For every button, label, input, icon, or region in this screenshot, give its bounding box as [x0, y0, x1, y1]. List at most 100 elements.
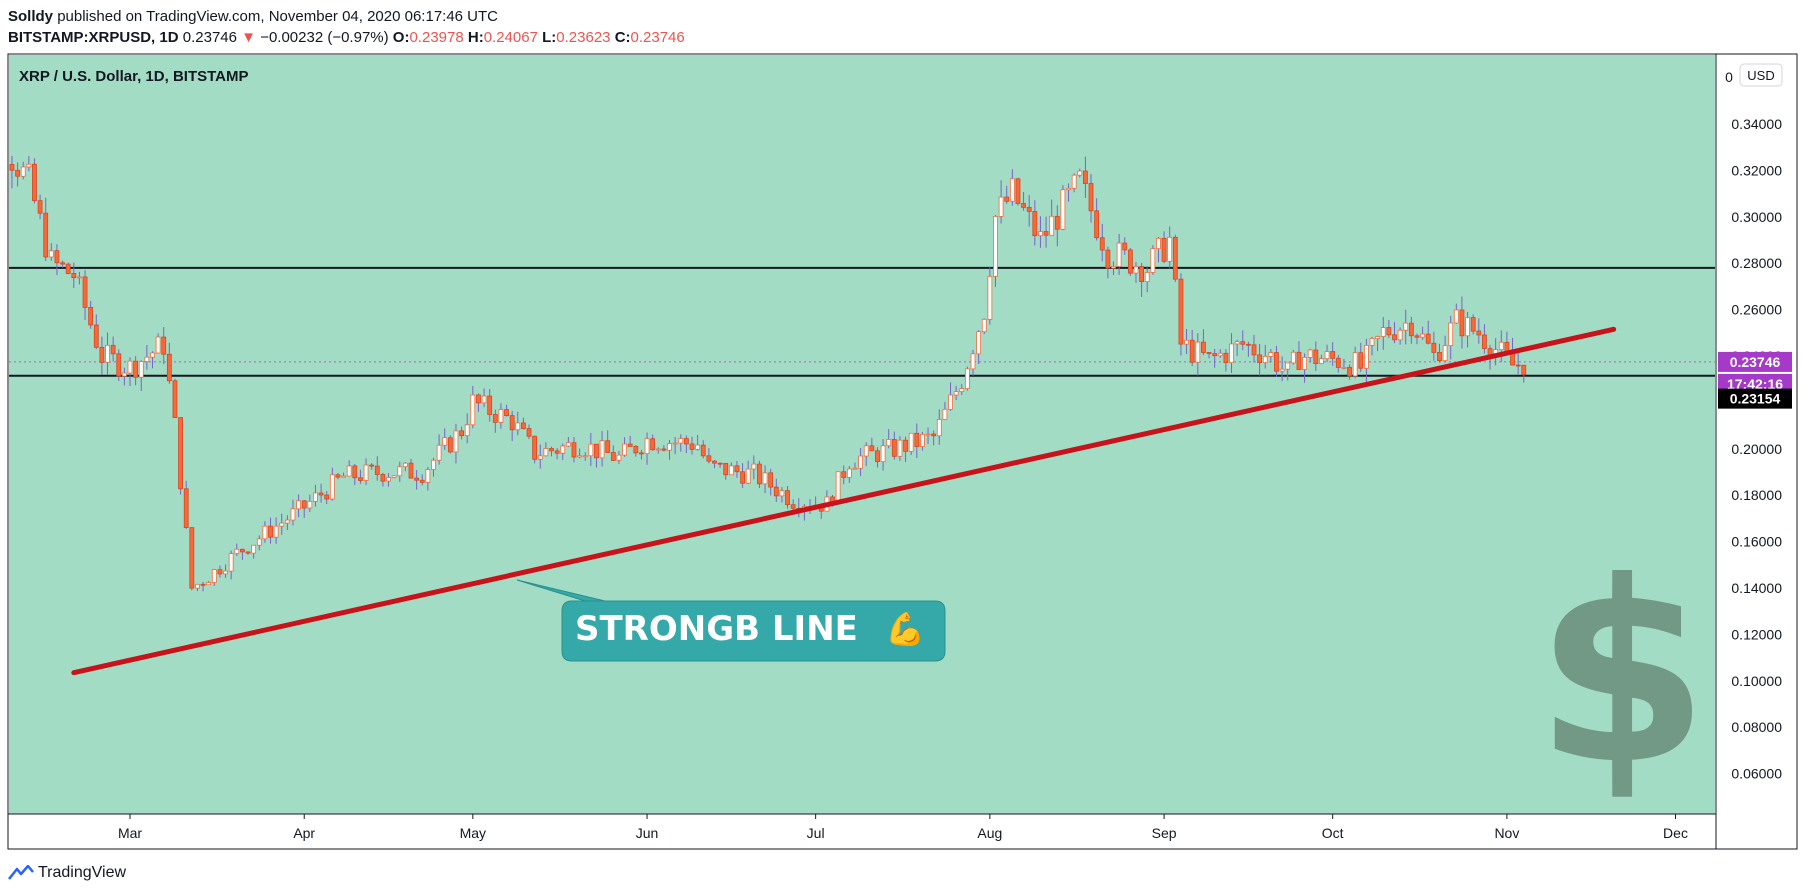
- y-tick-label: 0.28000: [1731, 255, 1782, 271]
- candle-up: [655, 448, 661, 451]
- candle-up: [1184, 339, 1189, 345]
- candle-down: [1105, 249, 1111, 269]
- candle-down: [217, 569, 223, 575]
- trendline-group[interactable]: [71, 326, 1617, 676]
- candle-down: [1504, 341, 1510, 352]
- chart-title: XRP / U.S. Dollar, 1D, BITSTAMP: [19, 68, 249, 85]
- candle-down: [1172, 236, 1178, 280]
- candle-down: [1470, 317, 1476, 332]
- time-axis[interactable]: [9, 814, 1715, 848]
- candle-down: [903, 439, 908, 452]
- candle-up: [155, 336, 161, 354]
- candle-up: [1375, 336, 1381, 339]
- candle-up: [150, 352, 155, 358]
- candle-down: [65, 263, 71, 274]
- candle-up: [234, 548, 240, 555]
- candle-down: [1408, 322, 1414, 337]
- down-arrow-icon: ▼: [241, 29, 257, 46]
- candle-down: [358, 477, 363, 481]
- candle-up: [981, 318, 987, 333]
- candle-down: [610, 452, 616, 461]
- candle-up: [1420, 333, 1425, 338]
- callout-bubble[interactable]: [516, 579, 946, 662]
- candle-down: [301, 500, 307, 509]
- x-axis-ticks: Mar Apr May Jun Jul Aug Sep Oct Nov Dec: [118, 814, 1688, 841]
- candle-down: [419, 479, 425, 483]
- candle-down: [88, 307, 94, 326]
- candle-up: [1285, 362, 1291, 370]
- x-tick-label: Sep: [1152, 825, 1177, 841]
- price-axis[interactable]: [1716, 55, 1796, 814]
- candle-down: [99, 346, 105, 363]
- candle-down: [447, 437, 453, 453]
- candle-up: [1077, 170, 1083, 176]
- candle-up: [987, 275, 993, 320]
- candle-up: [515, 422, 521, 431]
- candle-down: [9, 164, 15, 171]
- candle-down: [200, 583, 206, 586]
- author-name[interactable]: Solldy: [8, 8, 54, 25]
- candle-down: [689, 443, 695, 450]
- candle-down: [700, 444, 706, 457]
- candle-up: [1290, 351, 1296, 364]
- candle-up: [1442, 345, 1448, 362]
- x-tick-label: Apr: [293, 825, 315, 841]
- candle-up: [1167, 236, 1173, 262]
- tradingview-footer[interactable]: TradingView: [8, 864, 126, 882]
- candle-down: [931, 433, 937, 437]
- candle-down: [1257, 354, 1263, 364]
- candle-down: [1459, 309, 1465, 337]
- close-value: 0.23746: [630, 29, 685, 46]
- candle-down: [37, 200, 43, 214]
- y-tick-label: 0.06000: [1731, 766, 1782, 782]
- candle-up: [211, 569, 217, 583]
- candle-up: [745, 468, 751, 484]
- candle-down: [1437, 352, 1442, 362]
- candle-down: [841, 471, 847, 478]
- candle-up: [256, 538, 262, 546]
- candle-up: [26, 163, 32, 168]
- candle-up: [464, 424, 470, 437]
- price-tags: 0.23746 17:42:160.23154: [1718, 351, 1792, 409]
- candle-up: [1448, 322, 1454, 346]
- candle-up: [936, 419, 942, 437]
- candle-up: [942, 408, 948, 420]
- candle-up: [976, 331, 982, 355]
- candle-down: [32, 163, 37, 202]
- candle-up: [852, 467, 858, 470]
- candle-up: [206, 582, 212, 586]
- candle-up: [762, 472, 768, 485]
- open-label: O:: [392, 29, 410, 46]
- candle-down: [717, 462, 723, 465]
- candle-down: [178, 417, 183, 490]
- candle-up: [20, 166, 26, 177]
- candle-up: [1341, 366, 1347, 369]
- candle-down: [1122, 242, 1128, 251]
- candle-down: [1245, 343, 1251, 346]
- candle-up: [127, 360, 133, 374]
- y-tick-label: 0.10000: [1731, 673, 1782, 689]
- close-label: C:: [614, 29, 631, 46]
- candle-down: [639, 452, 644, 455]
- candle-down: [318, 492, 324, 496]
- ohlc-line: BITSTAMP:XRPUSD, 1D 0.23746 ▼ −0.00232 (…: [8, 29, 685, 46]
- candle-down: [785, 490, 790, 506]
- candle-up: [1369, 338, 1375, 346]
- candle-down: [82, 276, 88, 308]
- currency-badge[interactable]: [1739, 63, 1783, 87]
- tradingview-logo-icon: [8, 865, 34, 880]
- candle-down: [650, 438, 656, 451]
- annotation-callout[interactable]: STRONGB LINE 💪: [516, 579, 946, 662]
- candle-down: [1223, 352, 1229, 363]
- candle-up: [998, 196, 1004, 217]
- x-tick-label: Dec: [1663, 825, 1688, 841]
- published-text: published on TradingView.com, November 0…: [57, 8, 499, 25]
- y-axis-ticks: 0.340000.320000.300000.280000.260000.240…: [1731, 116, 1782, 782]
- candle-up: [537, 455, 543, 460]
- symbol-label: BITSTAMP:XRPUSD, 1D: [8, 29, 179, 46]
- x-tick-label: Aug: [977, 825, 1002, 841]
- plot-area[interactable]: [9, 55, 1715, 814]
- change-value: −0.00232 (−0.97%): [260, 29, 389, 46]
- horizontal-levels[interactable]: [9, 266, 1715, 377]
